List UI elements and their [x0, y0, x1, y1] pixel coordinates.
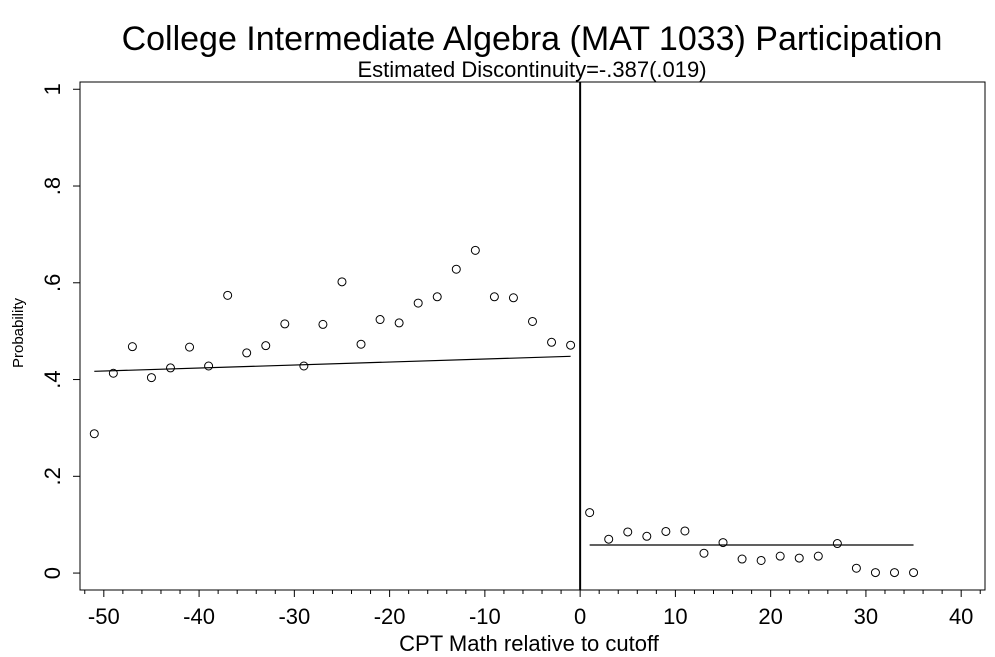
data-point [261, 341, 271, 351]
data-point [737, 554, 747, 564]
data-point [699, 548, 709, 558]
chart-title: College Intermediate Algebra (MAT 1033) … [122, 20, 943, 58]
x-tick-label: 20 [758, 604, 782, 629]
data-point [356, 339, 366, 349]
plot-area [79, 81, 986, 591]
data-point [680, 526, 690, 536]
data-point [127, 342, 137, 352]
x-axis-label: CPT Math relative to cutoff [399, 631, 660, 656]
data-point [642, 531, 652, 541]
data-point [470, 245, 480, 255]
data-point [223, 290, 233, 300]
y-tick-label: .8 [40, 177, 65, 195]
data-point [394, 318, 404, 328]
data-point [489, 292, 499, 302]
data-point [832, 539, 842, 549]
data-point [566, 340, 576, 350]
data-point [280, 319, 290, 329]
x-tick-label: 40 [949, 604, 973, 629]
y-axis-label: Probability [10, 297, 27, 368]
x-tick-label: -20 [374, 604, 406, 629]
data-point [794, 553, 804, 563]
y-tick-label: .2 [40, 467, 65, 485]
data-point [547, 337, 557, 347]
data-point [528, 316, 537, 326]
x-axis: -50 -40 -30 -20 -10 0 10 20 30 40 [84, 590, 981, 629]
data-point [185, 342, 195, 352]
data-point [909, 568, 919, 578]
data-point [318, 319, 328, 329]
data-point [451, 264, 461, 274]
y-tick-label: .6 [40, 274, 65, 292]
data-point [661, 526, 671, 536]
data-point [242, 348, 252, 358]
data-point [870, 568, 880, 578]
data-point [604, 534, 614, 544]
data-point [718, 538, 728, 548]
data-point [146, 373, 156, 383]
x-tick-label: -50 [88, 604, 120, 629]
x-tick-label: 0 [574, 604, 586, 629]
data-points [89, 245, 919, 578]
data-point [337, 277, 347, 287]
data-point [508, 293, 518, 303]
y-tick-label: .4 [40, 370, 65, 388]
x-tick-label: -10 [469, 604, 501, 629]
y-tick-label: 1 [40, 83, 65, 95]
data-point [108, 368, 118, 378]
y-tick-label: 0 [40, 567, 65, 579]
data-point [299, 361, 309, 371]
data-point [813, 551, 823, 561]
data-point [775, 551, 785, 561]
x-tick-label: -30 [278, 604, 310, 629]
data-point [623, 527, 633, 537]
data-point [375, 315, 385, 325]
data-point [166, 363, 175, 373]
data-point [89, 429, 99, 439]
data-point [585, 508, 595, 518]
data-point [413, 298, 423, 308]
chart-subtitle: Estimated Discontinuity=-.387(.019) [357, 57, 706, 82]
data-point [756, 555, 766, 565]
data-point [432, 292, 442, 302]
fit-line [94, 355, 571, 372]
fit-lines [94, 355, 914, 546]
x-tick-label: -40 [183, 604, 215, 629]
x-tick-label: 30 [854, 604, 878, 629]
data-point [851, 563, 861, 573]
data-point [204, 361, 214, 371]
data-point [890, 568, 899, 578]
x-tick-label: 10 [663, 604, 687, 629]
y-axis: 0 .2 .4 .6 .8 1 [40, 83, 80, 579]
